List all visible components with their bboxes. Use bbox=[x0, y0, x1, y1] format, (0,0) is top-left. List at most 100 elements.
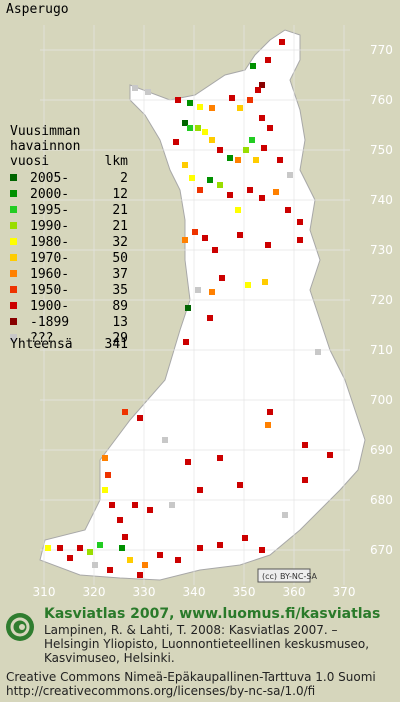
record-square bbox=[209, 105, 215, 111]
record-square bbox=[187, 125, 193, 131]
record-square bbox=[285, 207, 291, 213]
record-square bbox=[182, 162, 188, 168]
legend-swatch bbox=[10, 174, 17, 181]
record-square bbox=[175, 97, 181, 103]
record-square bbox=[197, 545, 203, 551]
record-square bbox=[142, 562, 148, 568]
record-square bbox=[202, 129, 208, 135]
record-square bbox=[109, 502, 115, 508]
license-badge: (cc) BY-NC-SA bbox=[257, 568, 318, 583]
record-square bbox=[217, 542, 223, 548]
record-square bbox=[185, 459, 191, 465]
record-square bbox=[219, 275, 225, 281]
x-tick-label: 340 bbox=[183, 585, 206, 599]
record-square bbox=[235, 157, 241, 163]
legend-swatch bbox=[10, 302, 17, 309]
record-square bbox=[255, 87, 261, 93]
y-tick-label: 740 bbox=[370, 193, 393, 207]
record-square bbox=[217, 147, 223, 153]
map-title: Asperugo bbox=[6, 2, 69, 17]
y-tick-label: 720 bbox=[370, 293, 393, 307]
record-square bbox=[127, 557, 133, 563]
record-square bbox=[245, 282, 251, 288]
record-square bbox=[282, 512, 288, 518]
record-square bbox=[182, 120, 188, 126]
record-square bbox=[137, 572, 143, 578]
record-square bbox=[132, 502, 138, 508]
record-square bbox=[67, 555, 73, 561]
legend-swatch bbox=[10, 238, 17, 245]
record-square bbox=[265, 422, 271, 428]
record-square bbox=[242, 535, 248, 541]
legend-label: 1970- bbox=[30, 251, 69, 266]
legend-count: 13 bbox=[112, 315, 128, 330]
legend-swatch bbox=[10, 206, 17, 213]
legend-swatch bbox=[10, 222, 17, 229]
record-square bbox=[262, 279, 268, 285]
record-square bbox=[173, 139, 179, 145]
legend-count: 29 bbox=[112, 331, 128, 346]
record-square bbox=[302, 442, 308, 448]
record-square bbox=[259, 547, 265, 553]
legend-count: 2 bbox=[120, 171, 128, 186]
record-square bbox=[247, 187, 253, 193]
record-square bbox=[132, 85, 138, 91]
record-square bbox=[247, 97, 253, 103]
record-square bbox=[162, 437, 168, 443]
record-square bbox=[227, 192, 233, 198]
logo bbox=[6, 613, 34, 641]
record-square bbox=[197, 104, 203, 110]
record-square bbox=[237, 105, 243, 111]
record-square bbox=[229, 95, 235, 101]
record-square bbox=[265, 242, 271, 248]
y-tick-label: 680 bbox=[370, 493, 393, 507]
y-tick-label: 750 bbox=[370, 143, 393, 157]
y-tick-label: 670 bbox=[370, 543, 393, 557]
legend-count: 50 bbox=[112, 251, 128, 266]
record-square bbox=[259, 82, 265, 88]
y-tick-label: 690 bbox=[370, 443, 393, 457]
record-square bbox=[137, 415, 143, 421]
record-square bbox=[207, 315, 213, 321]
record-square bbox=[145, 89, 151, 95]
record-square bbox=[227, 155, 233, 161]
record-square bbox=[189, 175, 195, 181]
legend-count-heading: lkm bbox=[105, 154, 129, 169]
record-square bbox=[327, 452, 333, 458]
record-square bbox=[197, 487, 203, 493]
record-square bbox=[217, 182, 223, 188]
record-square bbox=[102, 455, 108, 461]
legend-count: 37 bbox=[112, 267, 128, 282]
legend-label: 1995- bbox=[30, 203, 69, 218]
license-line: Creative Commons Nimeä-Epäkaupallinen-Ta… bbox=[6, 670, 376, 684]
record-square bbox=[209, 137, 215, 143]
legend-heading: Vuusimman bbox=[10, 124, 80, 139]
record-square bbox=[212, 247, 218, 253]
record-square bbox=[297, 237, 303, 243]
record-square bbox=[122, 409, 128, 415]
record-square bbox=[202, 235, 208, 241]
legend-swatch bbox=[10, 334, 17, 341]
citation-line: Helsingin Yliopisto, Luonnontieteellinen… bbox=[44, 637, 369, 651]
y-tick-label: 700 bbox=[370, 393, 393, 407]
record-square bbox=[57, 545, 63, 551]
record-square bbox=[315, 349, 321, 355]
record-square bbox=[45, 545, 51, 551]
legend-count: 21 bbox=[112, 203, 128, 218]
x-tick-label: 320 bbox=[83, 585, 106, 599]
legend-label: 2000- bbox=[30, 187, 69, 202]
record-square bbox=[182, 237, 188, 243]
y-tick-label: 730 bbox=[370, 243, 393, 257]
record-square bbox=[207, 177, 213, 183]
record-square bbox=[105, 472, 111, 478]
record-square bbox=[249, 137, 255, 143]
record-square bbox=[92, 562, 98, 568]
record-square bbox=[122, 534, 128, 540]
y-tick-label: 760 bbox=[370, 93, 393, 107]
record-square bbox=[235, 207, 241, 213]
record-square bbox=[273, 189, 279, 195]
cc: (cc) bbox=[262, 572, 277, 581]
record-square bbox=[265, 57, 271, 63]
legend-count: 21 bbox=[112, 219, 128, 234]
legend-label: 1900- bbox=[30, 299, 69, 314]
